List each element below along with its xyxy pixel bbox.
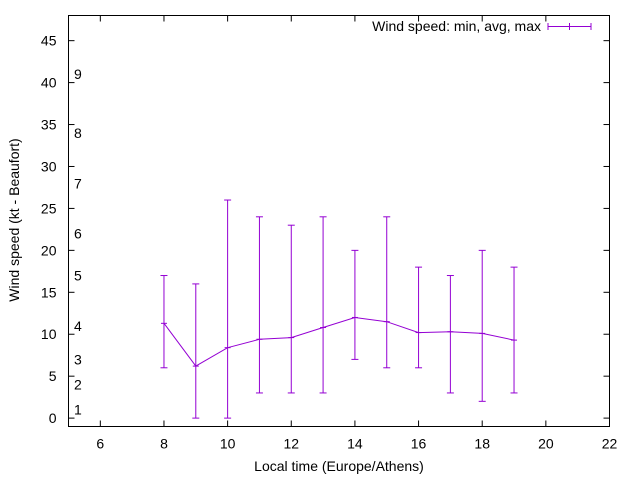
avg-line [163,316,515,367]
beaufort-label: 3 [74,351,82,367]
x-tick-label: 14 [347,436,363,452]
error-bar [224,199,232,419]
axis-ticks [68,15,610,427]
x-tick-label: 10 [220,436,236,452]
series-layer [160,199,518,419]
beaufort-label: 7 [74,175,82,191]
y-tick-label: 25 [41,200,57,216]
x-tick-label: 18 [474,436,490,452]
y-tick-label: 0 [49,410,57,426]
error-bar [415,266,423,369]
error-bar [383,216,391,369]
beaufort-label: 9 [74,66,82,82]
y-tick-label: 45 [41,33,57,49]
error-bar [351,249,359,360]
legend-label: Wind speed: min, avg, max [372,18,541,34]
legend: Wind speed: min, avg, max [372,18,592,34]
y-tick-label: 10 [41,326,57,342]
axis-labels: 6 8 10 12 14 16 18 20 22051015202530354045123456… [41,33,618,452]
y-tick-label: 15 [41,284,57,300]
legend-sample [547,23,592,30]
error-bar [160,275,168,369]
x-tick-label: 20 [538,436,554,452]
error-bar [287,224,295,394]
error-bar [192,283,200,419]
y-tick-label: 5 [49,368,57,384]
beaufort-label: 8 [74,125,82,141]
y-tick-label: 20 [41,242,57,258]
y-tick-label: 35 [41,117,57,133]
beaufort-label: 1 [74,402,82,418]
beaufort-label: 2 [74,377,82,393]
x-tick-label: 8 [160,436,168,452]
x-tick-label: 12 [283,436,299,452]
error-bar [510,266,518,394]
x-tick-label: 22 [602,436,618,452]
error-bar [446,275,454,394]
error-bar [255,216,263,394]
beaufort-label: 5 [74,268,82,284]
beaufort-label: 6 [74,226,82,242]
y-tick-label: 30 [41,158,57,174]
x-tick-label: 6 [96,436,104,452]
beaufort-label: 4 [74,318,82,334]
x-tick-label: 16 [411,436,427,452]
y-axis-title: Wind speed (kt - Beaufort) [6,138,22,301]
y-tick-label: 40 [41,75,57,91]
error-bar [478,249,486,402]
plot-border [68,15,610,427]
error-bar [319,216,327,394]
x-axis-title: Local time (Europe/Athens) [254,458,424,474]
